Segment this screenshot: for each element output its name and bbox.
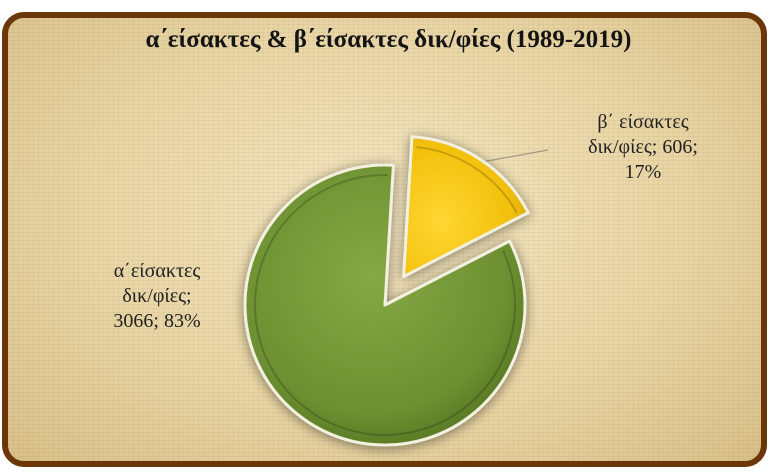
slice-label-a: α΄είσακτες δικ/φίες; 3066; 83% — [62, 259, 252, 334]
pie-slice-a — [243, 163, 527, 447]
slice-label-a-line-2: δικ/φίες; — [122, 285, 192, 307]
slice-label-b-line-2: δικ/φίες; 606; — [588, 136, 698, 158]
leader-line-b — [477, 149, 549, 164]
slice-label-a-line-3: 3066; 83% — [113, 310, 201, 332]
slice-label-b-line-1: β΄ είσακτες — [597, 111, 689, 133]
chart-title: α΄είσακτες & β΄είσακτες δικ/φίες (1989-2… — [145, 26, 632, 53]
slice-label-b: β΄ είσακτες δικ/φίες; 606; 17% — [548, 110, 738, 185]
slice-label-b-line-3: 17% — [624, 161, 662, 183]
slice-label-a-line-1: α΄είσακτες — [113, 260, 201, 282]
pie-slice-a-bevel — [254, 174, 516, 436]
pie-slice-b — [402, 135, 530, 279]
pie-slice-b-bevel — [416, 146, 518, 214]
